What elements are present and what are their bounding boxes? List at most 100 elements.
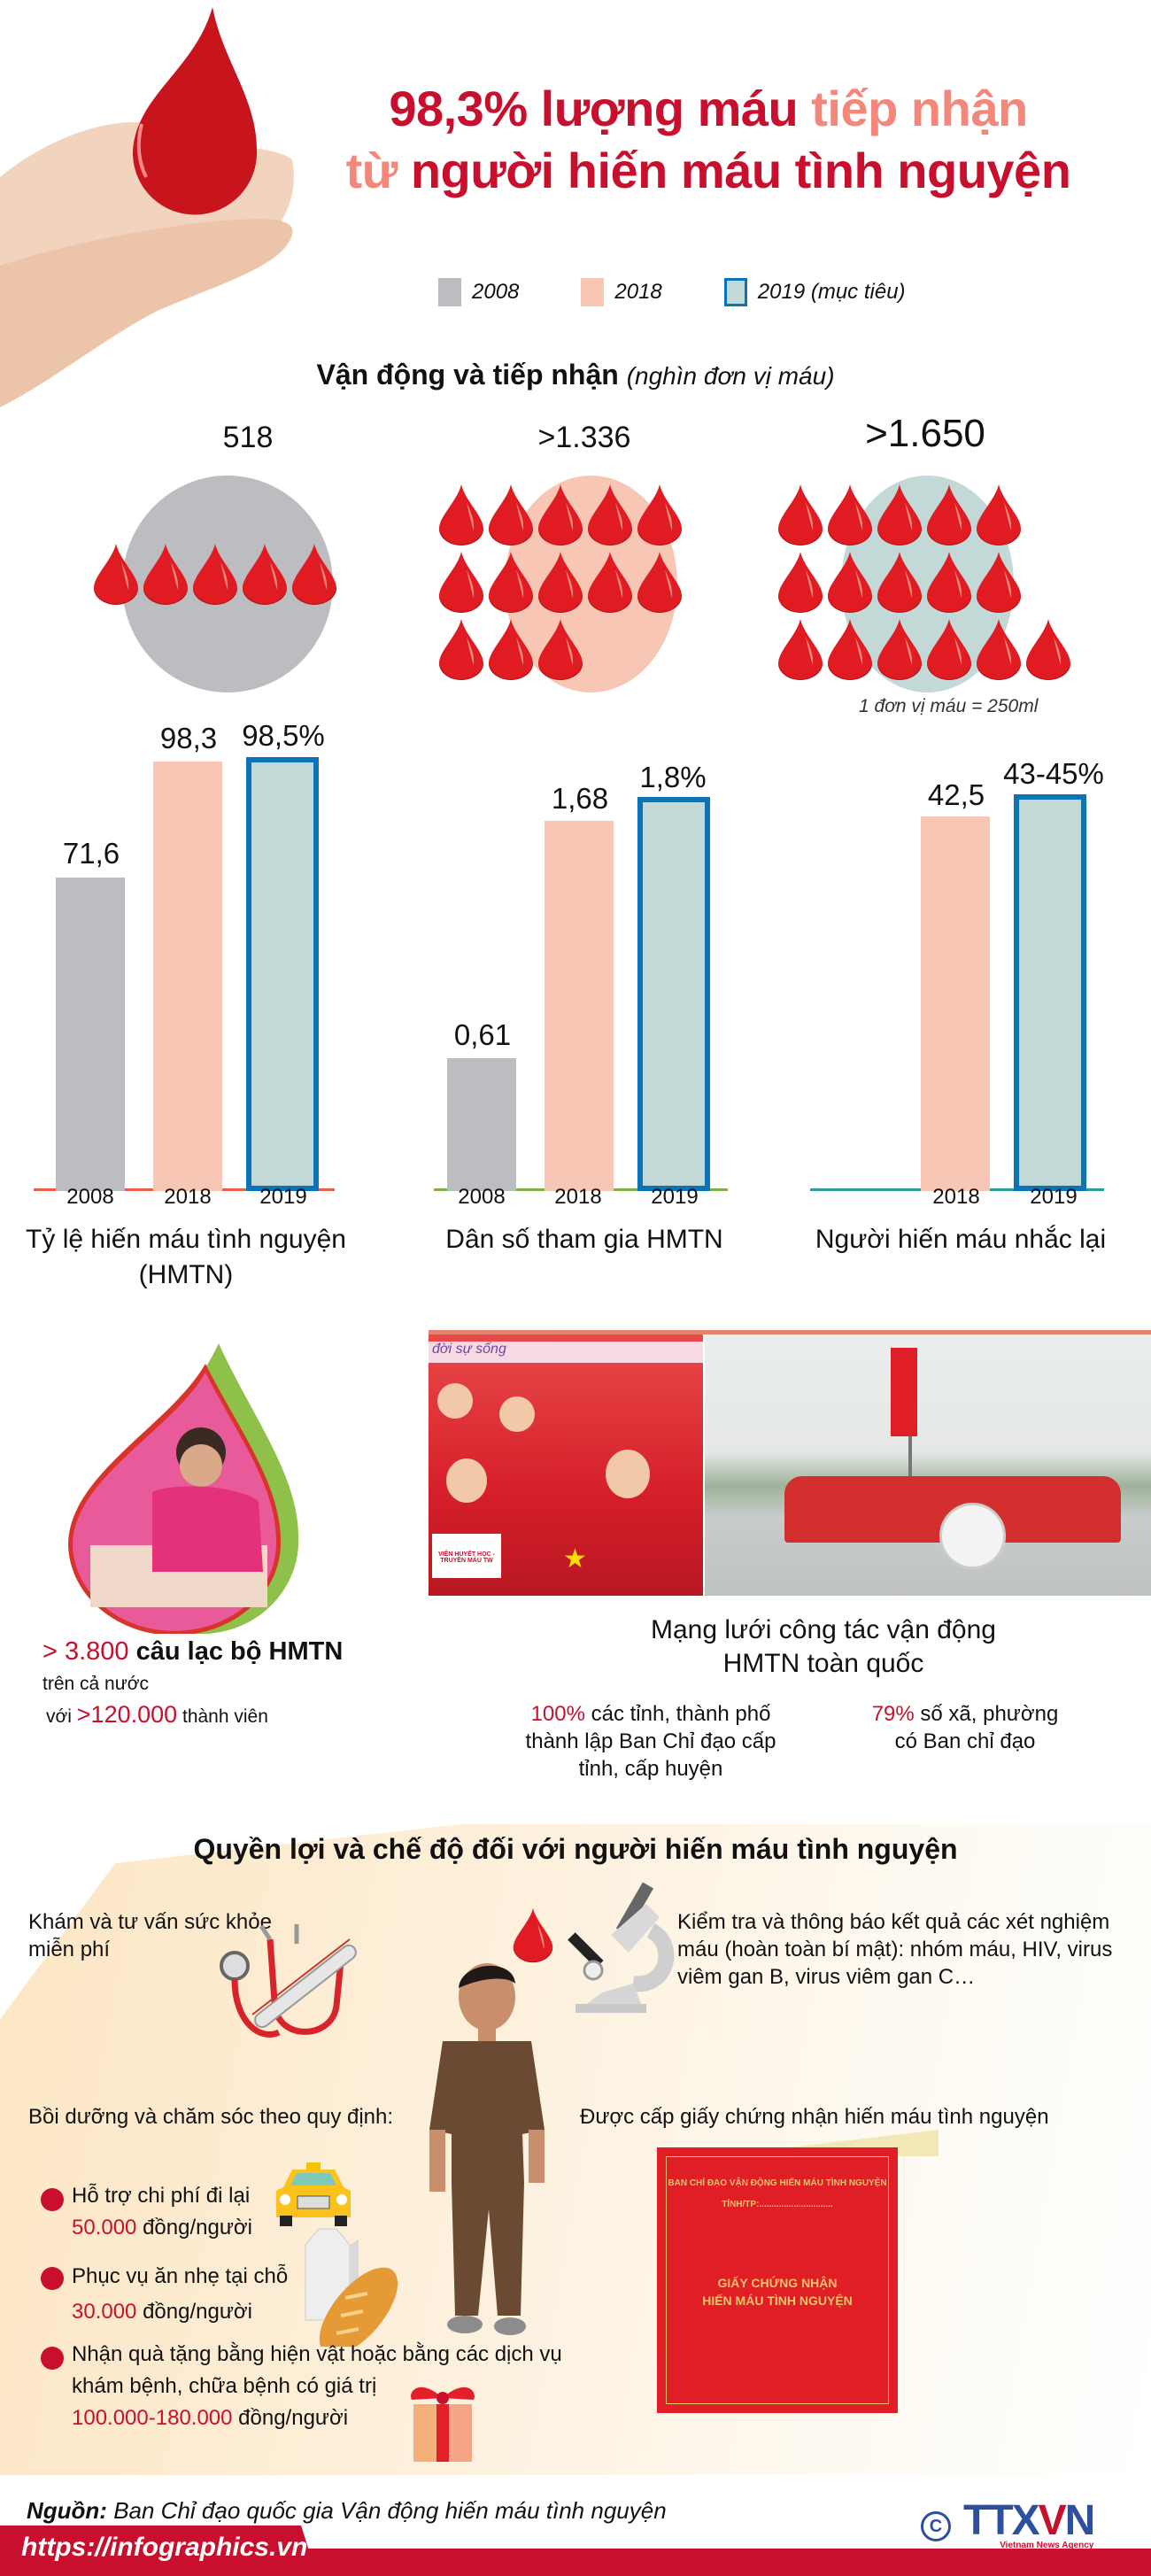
certificate-org: BAN CHỈ ĐẠO VẬN ĐỘNG HIẾN MÁU TÌNH NGUYỆ… — [668, 2178, 887, 2188]
club-line3-suffix: thành viên — [177, 1706, 268, 1727]
blood-drop-icon — [487, 483, 535, 546]
benefit-item-text: Nhận quà tặng bằng hiện vật hoặc bằng cá… — [72, 2342, 562, 2366]
benefit-text: Khám và tư vấn sức khỏe — [28, 1910, 272, 1934]
legend-item-2019: 2019 (mục tiêu) — [723, 278, 906, 306]
bar-2019-target — [1014, 794, 1086, 1191]
bar-value-label: 1,68 — [551, 782, 609, 815]
drop-group-value: >1.336 — [537, 421, 631, 454]
blood-drop-icon — [537, 550, 584, 614]
bullet-icon — [41, 2188, 64, 2211]
blood-drop-icon — [537, 617, 584, 681]
bar-2018 — [921, 816, 990, 1191]
bar-value-label: 42,5 — [927, 778, 985, 811]
x-tick-label: 2019 — [259, 1185, 307, 1209]
copyright-icon: C — [921, 2510, 951, 2541]
star-icon: ★ — [563, 1544, 587, 1574]
legend-item-2008: 2008 — [438, 278, 519, 306]
blood-drop-icon — [636, 550, 684, 614]
stat-text: số xã, phường — [914, 1702, 1059, 1726]
drop-group-value: >1.650 — [865, 412, 985, 455]
photo-sign-text: VIỆN HUYẾT HỌC - TRUYỀN MÁU TW — [432, 1534, 501, 1578]
network-stat-communes: 79% số xã, phường có Ban chỉ đạo — [832, 1700, 1098, 1755]
blood-drop-icon — [826, 617, 874, 681]
certificate-heading-line: HIẾN MÁU TÌNH NGUYỆN — [702, 2294, 853, 2308]
stat-value: 100% — [530, 1702, 585, 1726]
network-stat-provinces: 100% các tỉnh, thành phố thành lập Ban C… — [505, 1700, 797, 1783]
blood-drop-icon — [826, 550, 874, 614]
photo-banner-text: đời sự sống — [429, 1342, 703, 1363]
ttxvn-logo: C TTXVN Vietnam News Agency — [921, 2500, 1095, 2550]
x-tick-label: 2008 — [66, 1185, 114, 1209]
blood-drop-icon — [925, 483, 973, 546]
bullet-icon — [41, 2347, 64, 2370]
title-line2-highlight: từ — [345, 143, 398, 198]
benefit-unit: đồng/người — [136, 2300, 252, 2324]
microscope-icon — [567, 1882, 677, 2019]
club-count: > 3.800 — [42, 1637, 129, 1666]
benefit-item-gift: Nhận quà tặng bằng hiện vật hoặc bằng cá… — [72, 2339, 562, 2434]
motorbike-rally-photo — [705, 1334, 1151, 1596]
benefit-free-exam: Khám và tư vấn sức khỏe miễn phí — [28, 1908, 272, 1963]
blood-drop-icon — [290, 542, 338, 606]
source-label: Nguồn: — [27, 2497, 107, 2524]
gift-box-icon — [403, 2373, 483, 2466]
club-label: câu lạc bộ HMTN — [128, 1637, 344, 1666]
blood-drop-icon — [487, 617, 535, 681]
benefit-amount: 30.000 — [72, 2300, 137, 2324]
benefit-item-text: Hỗ trợ chi phí đi lại — [72, 2184, 251, 2208]
march-photo: đời sự sống VIỆN HUYẾT HỌC - TRUYỀN MÁU … — [429, 1334, 703, 1596]
benefit-item-snack: Phục vụ ăn nhẹ tại chỗ 30.000 đồng/người — [72, 2259, 288, 2330]
blood-drop-icon — [487, 550, 535, 614]
logo-text: TTX — [963, 2497, 1040, 2544]
blood-drop-icon — [437, 617, 485, 681]
section-subheading: (nghìn đơn vị máu) — [626, 362, 835, 390]
bar-value-label: 98,5% — [242, 719, 325, 752]
x-tick-label: 2018 — [932, 1185, 980, 1209]
x-tick-label: 2019 — [1030, 1185, 1078, 1209]
chart-repeat-donors: 42,5 43-45% — [810, 708, 1104, 1191]
benefit-unit: đồng/người — [136, 2216, 252, 2239]
blood-drop-icon — [241, 542, 289, 606]
blood-drop-icon — [975, 617, 1023, 681]
bar-value-label: 1,8% — [639, 761, 707, 793]
benefit-amount: 100.000-180.000 — [72, 2406, 233, 2430]
legend: 2008 2018 2019 (mục tiêu) — [438, 278, 906, 306]
blood-drop-icon — [975, 550, 1023, 614]
network-title-line: HMTN toàn quốc — [722, 1649, 924, 1678]
certificate-booklet: BAN CHỈ ĐẠO VẬN ĐỘNG HIẾN MÁU TÌNH NGUYỆ… — [657, 2147, 898, 2413]
blood-drop-icon — [975, 483, 1023, 546]
blood-drop-icon — [826, 483, 874, 546]
mobilization-title: Vận động và tiếp nhận (nghìn đơn vị máu) — [0, 359, 1151, 391]
benefit-item-text: Phục vụ ăn nhẹ tại chỗ — [72, 2264, 289, 2288]
logo-text: V — [1038, 2497, 1067, 2544]
certificate-heading: GIẤY CHỨNG NHẬN HIẾN MÁU TÌNH NGUYỆN — [667, 2274, 888, 2309]
certificate-title: Được cấp giấy chứng nhận hiến máu tình n… — [580, 2105, 1049, 2129]
stethoscope-thermometer-icon — [208, 1917, 376, 2054]
page-title: 98,3% lượng máu tiếp nhận từ người hiến … — [292, 78, 1124, 202]
x-tick-label: 2018 — [164, 1185, 212, 1209]
club-photo-drop — [55, 1342, 303, 1636]
bar-value-label: 71,6 — [62, 837, 120, 870]
blood-drop-icon — [437, 550, 485, 614]
certificate-heading-line: GIẤY CHỨNG NHẬN — [717, 2276, 838, 2290]
x-tick-label: 2018 — [554, 1185, 602, 1209]
chart-title-line: (HMTN) — [138, 1260, 234, 1289]
bar-2008 — [447, 1058, 516, 1191]
benefit-text: viêm gan B, virus viêm gan C… — [677, 1965, 976, 1989]
stat-value: 79% — [871, 1702, 915, 1726]
blood-drop-icon — [876, 483, 923, 546]
logo-text: N — [1064, 2497, 1096, 2544]
unit-note: 1 đơn vị máu = 250ml — [859, 696, 1039, 716]
agency-name: Vietnam News Agency — [1000, 2541, 1094, 2550]
title-line2-main: người hiến máu tình nguyện — [397, 143, 1071, 198]
title-line1-main: 98,3% lượng máu — [389, 81, 812, 136]
benefits-background — [0, 1824, 1151, 2475]
blood-drop-icon — [876, 550, 923, 614]
title-line1-highlight: tiếp nhận — [811, 81, 1028, 136]
campaign-photos: đời sự sống VIỆN HUYẾT HỌC - TRUYỀN MÁU … — [429, 1330, 1151, 1596]
blood-drop-icon — [925, 550, 973, 614]
footer-url-link[interactable]: https://infographics.vn — [0, 2526, 317, 2576]
blood-drop-icon — [776, 483, 824, 546]
bar-2018 — [545, 821, 614, 1191]
chart-voluntary-donation-rate: 71,6 98,3 98,5% — [34, 708, 335, 1191]
